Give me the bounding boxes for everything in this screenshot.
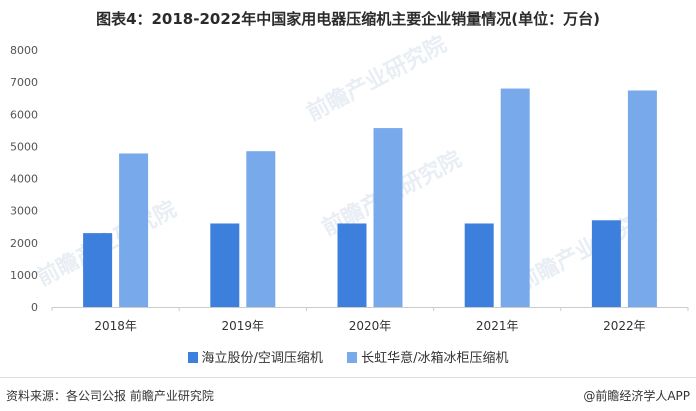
legend-label-series-1: 海立股份/空调压缩机 <box>201 351 323 366</box>
legend-label-series-2: 长虹华意/冰箱冰柜压缩机 <box>361 351 509 366</box>
chart-title: 图表4：2018-2022年中国家用电器压缩机主要企业销量情况(单位：万台) <box>96 10 600 28</box>
y-tick-label-2: 2000 <box>10 237 38 250</box>
legend: 海立股份/空调压缩机 长虹华意/冰箱冰柜压缩机 <box>0 347 696 366</box>
bar-1-5 <box>591 220 621 307</box>
bar-2-1 <box>119 153 149 307</box>
y-tick-label-3: 3000 <box>10 205 38 218</box>
bar-2-4 <box>500 88 530 307</box>
legend-item-series-2: 长虹华意/冰箱冰柜压缩机 <box>347 347 508 366</box>
x-tick-label-3: 2020年 <box>349 319 392 333</box>
chart-area: 前瞻产业研究院前瞻产业研究院前瞻产业研究院前瞻产业研究院010002000300… <box>10 31 689 333</box>
x-tick-label-4: 2021年 <box>476 319 519 333</box>
y-tick-label-7: 7000 <box>10 76 38 89</box>
legend-swatch-series-1 <box>187 352 198 363</box>
y-tick-label-0: 0 <box>31 301 38 314</box>
brand-credit: @前瞻经济学人APP <box>583 389 690 403</box>
x-tick-label-5: 2022年 <box>603 319 646 333</box>
bar-1-2 <box>210 223 240 307</box>
source-note: 资料来源：各公司公报 前瞻产业研究院 <box>6 389 214 403</box>
bar-1-3 <box>337 223 367 307</box>
x-tick-label-1: 2018年 <box>94 319 137 333</box>
watermark-4: 前瞻产业研究院 <box>303 31 451 126</box>
y-tick-label-6: 6000 <box>10 108 38 121</box>
legend-item-series-1: 海立股份/空调压缩机 <box>187 347 323 366</box>
bar-1-4 <box>464 223 494 307</box>
y-tick-label-4: 4000 <box>10 173 38 186</box>
bar-2-5 <box>627 90 657 307</box>
bar-2-2 <box>246 151 276 307</box>
footer: 资料来源：各公司公报 前瞻产业研究院 @前瞻经济学人APP <box>0 377 696 411</box>
bar-1-1 <box>83 233 113 307</box>
bar-2-3 <box>373 128 403 307</box>
legend-swatch-series-2 <box>347 352 358 363</box>
y-tick-label-5: 5000 <box>10 140 38 153</box>
x-tick-label-2: 2019年 <box>222 319 265 333</box>
y-tick-label-8: 8000 <box>10 44 38 57</box>
y-tick-label-1: 1000 <box>10 269 38 282</box>
